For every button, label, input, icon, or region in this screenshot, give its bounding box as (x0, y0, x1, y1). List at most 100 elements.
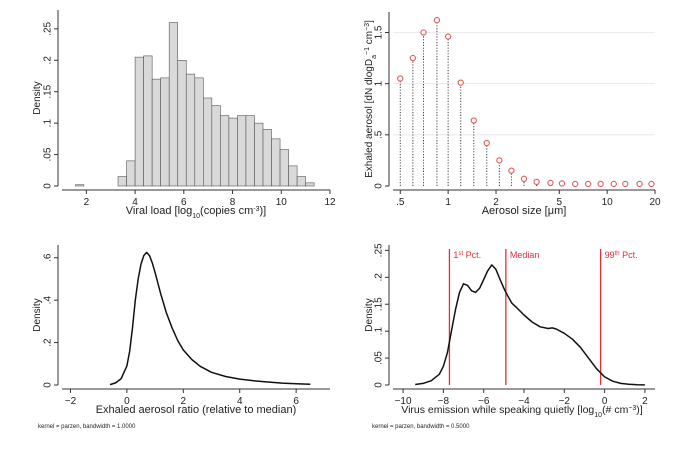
aerosol-size-x-label: Aerosol size [μm] (482, 205, 567, 217)
aerosol-ratio-chart: 0 .2 .4 .6 −2 0 2 4 6 Density Exhaled aerosol rati… (32, 245, 330, 430)
data-point (409, 54, 417, 62)
aerosol-ratio-x-tick-label: 2 (181, 396, 187, 407)
data-point (444, 33, 452, 40)
histogram-bar (151, 78, 161, 187)
virus-emission-x-label-part: −3 (628, 405, 636, 412)
reference-label: 99th Pct. (605, 250, 638, 260)
histogram-bar (296, 176, 306, 187)
aerosol-size-y-tick-label: 0 (374, 183, 385, 189)
aerosol-ratio-x-tick-label: −2 (65, 396, 77, 407)
viral-load-x-tick-label: 4 (132, 197, 138, 208)
reference-label: 1st Pct. (453, 250, 481, 260)
histogram-bar (288, 165, 298, 187)
data-point (483, 139, 490, 147)
data-point (457, 79, 464, 86)
viral-load-x-tick-label: 8 (230, 197, 236, 208)
aerosol-ratio-x-tick-label: 4 (237, 396, 243, 407)
aerosol-ratio-y-tick-label: .4 (43, 296, 54, 305)
density-curve (415, 264, 645, 386)
data-point (636, 180, 643, 188)
aerosol-size-y-label-part: Exhaled aerosol [dN dlogD (364, 59, 375, 178)
viral-load-y-tick-label: .15 (43, 84, 54, 98)
histogram-bar (134, 56, 144, 187)
aerosol-size-x-tick-label: 2 (493, 197, 499, 208)
histogram-bar (271, 138, 281, 187)
histogram-bar (177, 59, 187, 187)
aerosol-ratio-y-label: Density (32, 298, 43, 331)
aerosol-size-y-tick-label: 1.5 (374, 25, 385, 39)
aerosol-ratio-x-tick-label: 0 (124, 396, 130, 407)
virus-emission-x-label-part: (# cm (602, 404, 629, 416)
aerosol-size-x-tick-label: .5 (396, 197, 405, 208)
histogram-bar (168, 22, 179, 187)
histogram-bar (194, 77, 204, 187)
viral-load-x-label: Viral load [log10(copies cm-3)] (126, 205, 266, 220)
viral-load-x-tick-label: 2 (84, 197, 90, 208)
data-point (558, 180, 566, 187)
data-point (572, 180, 579, 188)
histogram-bar (143, 55, 153, 187)
virus-emission-x-tick-label: −8 (438, 396, 450, 407)
density-curve (109, 251, 311, 386)
histogram-bar (254, 122, 264, 187)
virus-emission-x-tick-label: 0 (602, 396, 608, 407)
virus-emission-x-tick-label: −10 (395, 396, 412, 407)
virus-emission-y-label: Density (364, 298, 375, 331)
data-point (470, 117, 477, 124)
aerosol-size-x-tick-label: 1 (445, 197, 451, 208)
data-point (496, 157, 503, 164)
aerosol-size-y-label-part: a (371, 55, 378, 59)
aerosol-ratio-x-label: Exhaled aerosol ratio (relative to media… (96, 404, 297, 416)
viral-load-x-tick-label: 6 (181, 197, 187, 208)
viral-load-x-label-part: Viral load [log (126, 205, 192, 217)
data-point (585, 180, 592, 188)
aerosol-size-y-label: Exhaled aerosol [dN dlogDa−1 cm−3] (364, 20, 378, 178)
aerosol-ratio-y-tick-label: .2 (43, 338, 54, 347)
aerosol-size-y-label-part: ] (364, 20, 375, 23)
virus-emission-y-tick-label: .1 (374, 327, 385, 336)
histogram-bar (220, 115, 230, 187)
virus-emission-x-label: Virus emission while speaking quietly [l… (401, 404, 643, 419)
histogram-bar (117, 176, 127, 187)
data-point (648, 180, 655, 188)
virus-emission-x-label-part: Virus emission while speaking quietly [l… (401, 404, 594, 416)
data-point (520, 175, 528, 182)
viral-load-y-tick-label: .25 (43, 21, 54, 35)
data-point (433, 17, 441, 24)
histogram-bar (185, 73, 196, 187)
virus-emission-y-tick-label: 0 (374, 382, 385, 388)
viral-load-x-label-part: (copies cm (200, 205, 253, 217)
histogram-bar (203, 97, 213, 187)
aerosol-size-y-label-part: −1 (364, 47, 371, 55)
aerosol-size-y-tick-label: .5 (374, 130, 385, 139)
aerosol-size-x-tick-label: 10 (602, 197, 614, 208)
viral-load-x-tick-label: 10 (276, 197, 288, 208)
aerosol-ratio-kernel-note: kernel = parzen, bandwidth = 1.0000 (38, 424, 136, 430)
data-point (508, 167, 515, 174)
aerosol-ratio-y-tick-label: 0 (43, 382, 54, 388)
viral-load-y-tick-label: .05 (43, 147, 54, 161)
virus-emission-x-tick-label: 2 (642, 396, 648, 407)
histogram-bar (126, 160, 136, 187)
viral-load-y-label: Density (32, 81, 43, 114)
data-point (397, 75, 404, 82)
data-point (597, 180, 604, 188)
aerosol-ratio-x-tick-label: 6 (293, 396, 299, 407)
virus-emission-x-tick-label: −2 (559, 396, 571, 407)
histogram-bar (75, 184, 85, 187)
data-point (420, 29, 427, 36)
virus-emission-y-tick-label: .15 (374, 297, 385, 311)
aerosol-size-x-tick-label: 5 (556, 197, 562, 208)
data-point (547, 179, 554, 187)
viral-load-y-tick-label: .2 (43, 56, 54, 65)
aerosol-size-y-label-part: −3 (364, 23, 371, 31)
data-point (610, 180, 617, 188)
aerosol-size-y-label-part: cm (364, 31, 375, 47)
virus-emission-chart: 1st Pct. Median 99th Pct. 0 .05 .1 .15 .2 .25 −10… (364, 243, 655, 430)
virus-emission-kernel-note: kernel = parzen, bandwidth = 0.5000 (372, 424, 470, 430)
aerosol-size-chart: 0 .5 1 1.5 .5 1 2 5 10 20 Exhaled aerosol [dN dlog… (364, 12, 661, 217)
virus-emission-y-tick-label: .25 (374, 243, 385, 257)
viral-load-chart: 0 .05 .1 .15 .2 .25 2 4 6 8 10 12 Density Viral load … (32, 10, 336, 220)
aerosol-ratio-y-tick-label: .6 (43, 253, 54, 262)
